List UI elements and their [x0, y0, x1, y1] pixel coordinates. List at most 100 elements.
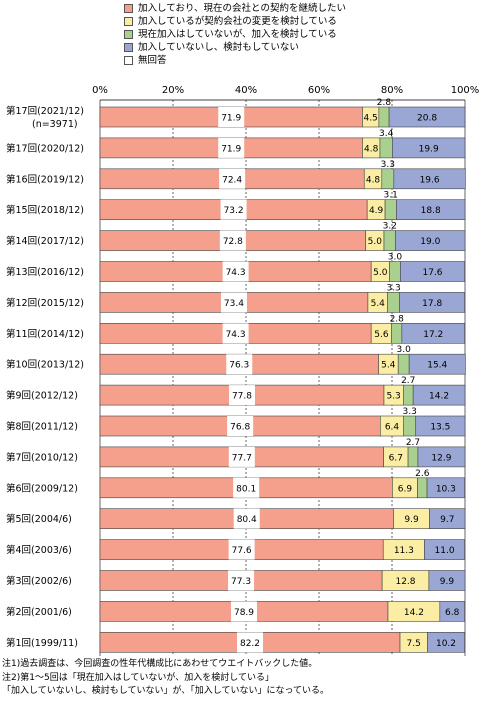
data-label-3-0: 73.2: [224, 206, 244, 216]
data-label-bg-17-0: [237, 632, 264, 653]
data-label-1-2: 3.4: [379, 129, 394, 139]
data-label-9-1: 5.3: [386, 392, 400, 402]
data-label-6-3: 17.8: [422, 299, 442, 309]
x-tick-label-1: 20%: [162, 85, 184, 96]
data-label-6-1: 5.4: [371, 299, 386, 309]
footnote-2: 注2)第1～5回は「現在加入はしていないが、加入を検討している」: [2, 672, 274, 683]
bar-segment-2-2: [381, 168, 395, 190]
data-label-2-0: 72.4: [222, 175, 242, 185]
bar-segment-4-2: [383, 230, 396, 251]
data-label-17-3: 10.2: [436, 639, 456, 649]
data-label-13-1: 9.9: [404, 515, 419, 525]
bar-segment-13-3: [429, 508, 466, 530]
data-label-bg-11-0: [228, 446, 255, 467]
category-label-13: 第5回(2004/6): [6, 513, 72, 525]
data-label-13-3: 9.7: [440, 515, 454, 525]
data-label-8-3: 15.4: [427, 361, 447, 371]
data-label-5-3: 17.6: [422, 268, 442, 278]
category-sublabel-0: (n=3971): [32, 119, 78, 130]
data-label-bg-10-0: [227, 416, 254, 436]
bar-segment-1-2: [379, 137, 393, 159]
bar-segment-10-3: [415, 415, 466, 437]
x-tick-label-3: 60%: [308, 85, 330, 96]
data-label-7-0: 74.3: [226, 330, 246, 340]
bar-segment-6-3: [399, 292, 465, 313]
data-label-bg-5-0: [222, 261, 249, 282]
footnotes: 注1)過去調査は、今回調査の性年代構成比にあわせてウエイトバックした値。 注2)…: [2, 658, 484, 699]
data-label-2-2: 3.3: [381, 160, 395, 170]
data-label-4-3: 19.0: [420, 237, 440, 247]
data-label-0-1: 4.5: [363, 114, 377, 124]
data-label-17-1: 7.5: [407, 639, 421, 649]
bar-segment-17-3: [427, 631, 465, 653]
bar-segment-5-3: [400, 261, 465, 282]
legend-label-2: 現在加入はしていないが、加入を検討している: [138, 29, 337, 40]
category-label-4: 第14回(2017/12): [6, 235, 84, 247]
legend-item-0: 加入しており、現在の会社との契約を継続したい: [124, 2, 484, 15]
bar-segment-15-3: [428, 570, 466, 591]
data-label-1-0: 71.9: [221, 144, 241, 154]
data-label-2-1: 4.8: [366, 175, 381, 185]
data-label-bg-1-0: [218, 137, 245, 158]
data-label-bg-6-0: [220, 292, 247, 313]
data-label-12-0: 80.1: [236, 484, 256, 494]
bar-segment-6-2: [387, 292, 400, 313]
data-label-15-1: 12.8: [395, 577, 415, 587]
data-label-10-3: 13.5: [430, 423, 450, 433]
data-label-16-1: 14.2: [404, 608, 424, 618]
bar-segment-12-3: [426, 477, 465, 499]
data-label-8-1: 5.4: [381, 361, 396, 371]
bar-segment-11-3: [417, 446, 466, 468]
data-label-12-3: 10.3: [436, 484, 456, 494]
bar-segment-12-2: [417, 477, 428, 499]
data-label-8-2: 3.0: [397, 345, 412, 355]
data-label-3-3: 18.8: [421, 206, 441, 216]
legend-label-3: 加入していないし、検討もしていない: [138, 42, 299, 53]
data-label-6-2: 3.3: [386, 283, 400, 293]
bar-segment-9-3: [412, 384, 466, 406]
category-label-16: 第2回(2001/6): [6, 606, 72, 618]
data-label-bg-15-0: [228, 570, 255, 591]
legend-item-4: 無回答: [124, 54, 484, 67]
legend-swatch-3: [124, 43, 133, 52]
data-label-1-3: 19.9: [419, 144, 439, 154]
data-label-4-2: 3.2: [383, 222, 397, 232]
data-label-1-1: 4.8: [364, 144, 379, 154]
bar-segment-10-2: [403, 415, 417, 437]
legend-swatch-2: [124, 30, 133, 39]
data-label-bg-7-0: [222, 323, 249, 344]
legend-item-1: 加入しているが契約会社の変更を検討している: [124, 15, 484, 28]
bar-segment-4-3: [395, 230, 466, 251]
data-label-6-0: 73.4: [224, 299, 244, 309]
category-label-3: 第15回(2018/12): [6, 204, 84, 216]
data-label-4-1: 5.0: [368, 237, 383, 247]
category-label-2: 第16回(2019/12): [6, 173, 84, 185]
category-label-9: 第9回(2012/12): [6, 390, 78, 402]
data-label-10-1: 6.4: [385, 423, 400, 433]
legend-swatch-1: [124, 17, 133, 26]
data-label-bg-2-0: [219, 168, 246, 189]
stacked-bar-chart: 0% 20% 40% 60% 80% 100% 第17回(2021/12) (n=3971) 7…: [6, 85, 479, 656]
legend: 加入しており、現在の会社との契約を継続したい 加入しているが契約会社の変更を検討し…: [124, 2, 484, 67]
data-label-15-0: 77.3: [231, 577, 251, 587]
data-label-12-1: 6.9: [398, 484, 413, 494]
legend-label-1: 加入しているが契約会社の変更を検討している: [138, 16, 337, 27]
data-label-bg-9-0: [228, 385, 255, 406]
legend-item-3: 加入していないし、検討もしていない: [124, 41, 484, 54]
data-label-3-1: 4.9: [369, 206, 384, 216]
bar-segment-7-2: [391, 322, 403, 344]
bar-segment-8-2: [397, 353, 410, 375]
data-label-0-0: 71.9: [221, 114, 241, 124]
data-label-7-1: 5.6: [374, 330, 389, 340]
category-label-5: 第13回(2016/12): [6, 266, 84, 278]
data-label-13-0: 80.4: [237, 515, 257, 525]
data-label-17-0: 82.2: [240, 639, 260, 649]
data-label-5-0: 74.3: [226, 268, 246, 278]
data-label-8-0: 76.3: [229, 361, 249, 371]
category-label-11: 第7回(2010/12): [6, 451, 78, 463]
footnote-3: 「加入していないし、検討もしていない」が、「加入していない」になっている。: [2, 686, 330, 696]
data-label-9-0: 77.8: [232, 392, 252, 402]
data-label-14-3: 11.0: [435, 546, 455, 556]
x-tick-label-0: 0%: [92, 85, 108, 96]
bar-segment-0-2: [378, 106, 390, 128]
